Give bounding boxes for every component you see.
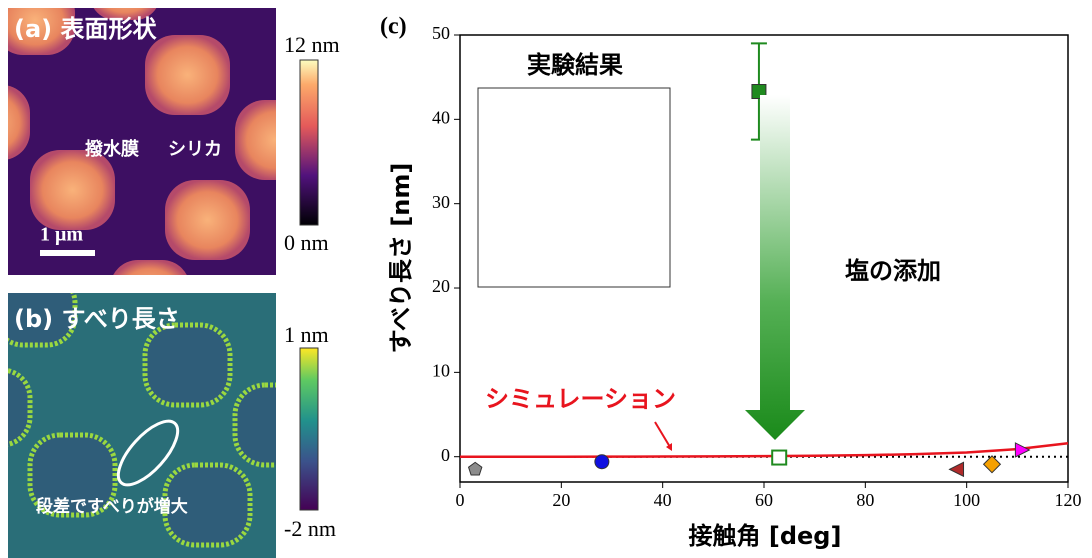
- marker: [771, 449, 788, 466]
- slip-length-image: [8, 293, 276, 558]
- y-tick-label: 20: [432, 276, 450, 296]
- x-tick-label: 0: [456, 490, 465, 510]
- colorbar-label: 1 nm: [284, 322, 329, 347]
- salt-arrow: [745, 95, 805, 440]
- colorbar-label: -2 nm: [284, 516, 336, 541]
- colorbar: [299, 347, 319, 511]
- panel-label: (a) 表面形状: [14, 15, 157, 43]
- legend-title: 実験結果: [527, 51, 623, 79]
- x-tick-label: 20: [552, 490, 570, 510]
- colorbar-label: 0 nm: [284, 230, 329, 255]
- plot-frame: [459, 34, 1069, 483]
- topography-image: [8, 8, 276, 275]
- x-tick-label: 100: [953, 490, 980, 510]
- y-tick-label: 30: [432, 192, 450, 212]
- curve-label: シミュレーション: [485, 385, 676, 413]
- image-note: 段差ですべりが増大: [36, 496, 188, 517]
- panel-label: (c): [380, 14, 407, 40]
- marker: [594, 454, 610, 470]
- image-label: シリカ: [168, 139, 222, 160]
- colorbar: [299, 59, 319, 226]
- marker: [1014, 442, 1031, 458]
- x-tick-label: 60: [755, 490, 773, 510]
- y-tick-label: 50: [432, 23, 450, 43]
- scale-bar: [40, 250, 95, 256]
- marker: [948, 461, 965, 478]
- x-axis-label: 接触角 [deg]: [689, 522, 842, 550]
- annotation-arrow: [654, 421, 671, 448]
- colorbar-label: 12 nm: [284, 32, 340, 57]
- x-tick-label: 80: [856, 490, 874, 510]
- x-tick-label: 40: [654, 490, 672, 510]
- panel-label: (b) すべり長さ: [14, 305, 180, 333]
- annotation: 塩の添加: [845, 257, 941, 285]
- annotation-arrowhead: [666, 443, 672, 451]
- y-tick-label: 10: [432, 360, 450, 380]
- y-axis-label: すべり長さ [nm]: [387, 163, 415, 354]
- marker: [467, 461, 483, 476]
- x-tick-label: 120: [1055, 490, 1082, 510]
- simulation-curve: [460, 441, 1069, 458]
- y-tick-label: 40: [432, 107, 450, 127]
- highlight-ellipse: [116, 419, 180, 487]
- scale-bar-label: 1 μm: [40, 224, 83, 246]
- image-label: 撥水膜: [85, 138, 139, 160]
- legend-box: [477, 87, 671, 288]
- marker: [982, 455, 1002, 474]
- y-tick-label: 0: [441, 445, 450, 465]
